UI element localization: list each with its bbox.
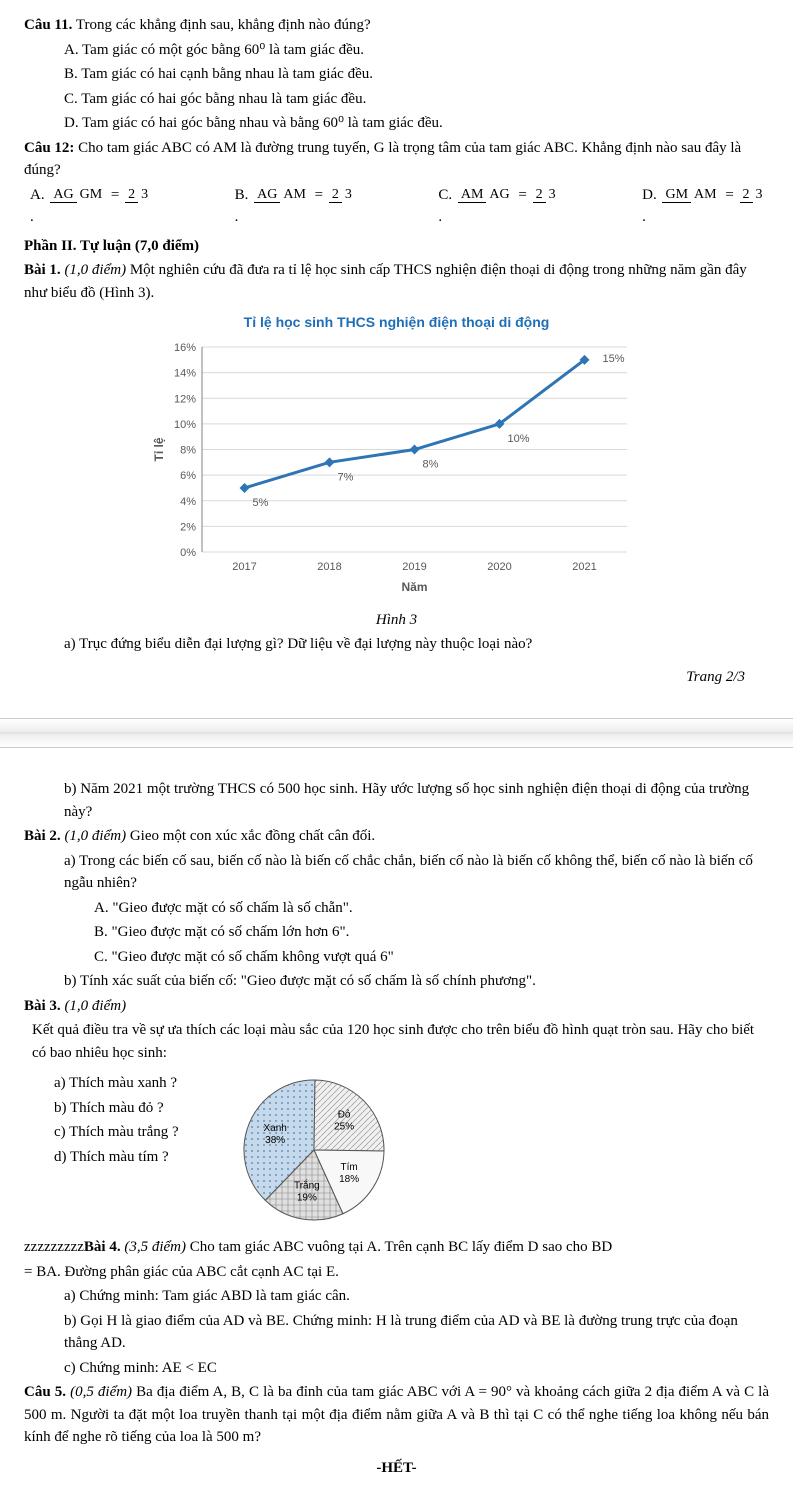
svg-text:6%: 6% [180, 470, 196, 482]
pie-chart: Xanh38% Đỏ25% Tím18% Trắng19% [219, 1070, 419, 1230]
c5: Câu 5. (0,5 điểm) Ba địa điểm A, B, C là… [24, 1381, 769, 1449]
b2: Bài 2. (1,0 điểm) Gieo một con xúc xắc đ… [24, 825, 769, 848]
svg-text:2020: 2020 [487, 561, 511, 573]
b3-list: a) Thích màu xanh ? b) Thích màu đỏ ? c)… [54, 1070, 179, 1170]
svg-text:8%: 8% [422, 459, 438, 471]
svg-text:19%: 19% [297, 1192, 317, 1203]
b4-b: b) Gọi H là giao điểm của AD và BE. Chứn… [24, 1310, 769, 1355]
q11-optB: B. Tam giác có hai cạnh bằng nhau là tam… [24, 63, 769, 86]
b3-row: a) Thích màu xanh ? b) Thích màu đỏ ? c)… [54, 1070, 769, 1230]
svg-text:Xanh: Xanh [263, 1123, 286, 1134]
b4-l1: Cho tam giác ABC vuông tại A. Trên cạnh … [190, 1239, 612, 1255]
b4-c: c) Chứng minh: AE < EC [24, 1357, 769, 1380]
q11-prompt: Trong các khẳng định sau, khẳng định nào… [76, 17, 371, 33]
b4-pts: (3,5 điểm) [124, 1239, 186, 1255]
svg-text:2021: 2021 [572, 561, 596, 573]
svg-text:10%: 10% [173, 419, 195, 431]
b2-a: a) Trong các biến cố sau, biến cố nào là… [24, 850, 769, 895]
part2-title: Phần II. Tự luận (7,0 điểm) [24, 235, 769, 258]
b2-pts: (1,0 điểm) [64, 828, 126, 844]
b3-d: d) Thích màu tím ? [54, 1146, 179, 1169]
c5-text: Ba địa điểm A, B, C là ba đỉnh của tam g… [24, 1384, 769, 1445]
q12-optD: D. GMAM = 23. [642, 184, 769, 229]
b3: Bài 3. (1,0 điểm) [24, 995, 769, 1018]
q12-options: A. AGGM = 23. B. AGAM = 23. C. AMAG = 23… [30, 184, 769, 229]
q11-optD: D. Tam giác có hai góc bằng nhau và bằng… [24, 112, 769, 135]
b4-prefix: zzzzzzzzz [24, 1239, 84, 1255]
b4: zzzzzzzzzBài 4. (3,5 điểm) Cho tam giác … [24, 1236, 769, 1259]
svg-text:10%: 10% [507, 433, 529, 445]
b3-pts: (1,0 điểm) [64, 998, 126, 1014]
svg-text:Tỉ lệ: Tỉ lệ [152, 437, 166, 461]
q11: Câu 11. Trong các khẳng định sau, khẳng … [24, 14, 769, 37]
b1-a: a) Trục đứng biểu diễn đại lượng gì? Dữ … [24, 633, 769, 656]
b2-b: b) Tính xác suất của biến cố: "Gieo được… [24, 970, 769, 993]
svg-text:15%: 15% [602, 353, 624, 365]
svg-text:2017: 2017 [232, 561, 256, 573]
svg-text:Trắng: Trắng [294, 1178, 320, 1191]
svg-text:2018: 2018 [317, 561, 341, 573]
b4-title: Bài 4. [84, 1239, 121, 1255]
svg-text:0%: 0% [180, 547, 196, 559]
svg-text:2%: 2% [180, 521, 196, 533]
q12-optB: B. AGAM = 23. [235, 184, 359, 229]
svg-text:2019: 2019 [402, 561, 426, 573]
q12-optA: A. AGGM = 23. [30, 184, 155, 229]
page-break [0, 718, 793, 748]
q11-optA: A. Tam giác có một góc bằng 60⁰ là tam g… [24, 39, 769, 62]
b4-a: a) Chứng minh: Tam giác ABD là tam giác … [24, 1285, 769, 1308]
b3-title: Bài 3. [24, 998, 61, 1014]
b3-a: a) Thích màu xanh ? [54, 1072, 179, 1095]
svg-text:8%: 8% [180, 445, 196, 457]
b2-title: Bài 2. [24, 828, 61, 844]
svg-text:12%: 12% [173, 393, 195, 405]
q11-optC: C. Tam giác có hai góc bằng nhau là tam … [24, 88, 769, 111]
q12-prompt: Cho tam giác ABC có AM là đường trung tu… [24, 140, 741, 179]
svg-text:Đỏ: Đỏ [337, 1109, 350, 1121]
q12-optC: C. AMAG = 23. [438, 184, 562, 229]
svg-text:14%: 14% [173, 368, 195, 380]
b1-pts: (1,0 điểm) [64, 262, 126, 278]
b1-b: b) Năm 2021 một trường THCS có 500 học s… [24, 778, 769, 823]
q12: Câu 12: Cho tam giác ABC có AM là đường … [24, 137, 769, 182]
svg-text:18%: 18% [339, 1174, 359, 1185]
hinh3: Hình 3 [24, 609, 769, 632]
q12-title: Câu 12: [24, 140, 74, 156]
b1: Bài 1. (1,0 điểm) Một nghiên cứu đã đưa … [24, 259, 769, 304]
svg-text:Tím: Tím [340, 1162, 357, 1173]
b1-text: Một nghiên cứu đã đưa ra tỉ lệ học sinh … [24, 262, 747, 301]
b2-optC: C. "Gieo được mặt có số chấm không vượt … [24, 946, 769, 969]
svg-text:Năm: Năm [401, 580, 427, 594]
svg-text:25%: 25% [334, 1122, 354, 1133]
chart-svg: 0% 2% 4% 6% 8% 10% 12% 14% 16% 2017 2018 2019 2020 20… [147, 337, 647, 597]
c5-pts: (0,5 điểm) [70, 1384, 132, 1400]
het: -HẾT- [24, 1457, 769, 1480]
page-number: Trang 2/3 [24, 666, 745, 689]
svg-text:5%: 5% [252, 497, 268, 509]
svg-text:7%: 7% [337, 471, 353, 483]
chart-title: Tỉ lệ học sinh THCS nghiện điện thoại di… [147, 312, 647, 333]
line-chart: Tỉ lệ học sinh THCS nghiện điện thoại di… [147, 312, 647, 605]
b2-optB: B. "Gieo được mặt có số chấm lớn hơn 6". [24, 921, 769, 944]
q11-title: Câu 11. [24, 17, 72, 33]
c5-title: Câu 5. [24, 1384, 66, 1400]
b2-intro: Gieo một con xúc xắc đồng chất cân đối. [130, 828, 375, 844]
b2-optA: A. "Gieo được mặt có số chấm là số chẵn"… [24, 897, 769, 920]
svg-text:4%: 4% [180, 496, 196, 508]
b4-l2: = BA. Đường phân giác của ABC cắt cạnh A… [24, 1261, 769, 1284]
b3-c: c) Thích màu trắng ? [54, 1121, 179, 1144]
b3-intro: Kết quả điều tra về sự ưa thích các loại… [24, 1019, 769, 1064]
b1-title: Bài 1. [24, 262, 61, 278]
svg-text:16%: 16% [173, 342, 195, 354]
svg-text:38%: 38% [265, 1135, 285, 1146]
b3-b: b) Thích màu đỏ ? [54, 1097, 179, 1120]
